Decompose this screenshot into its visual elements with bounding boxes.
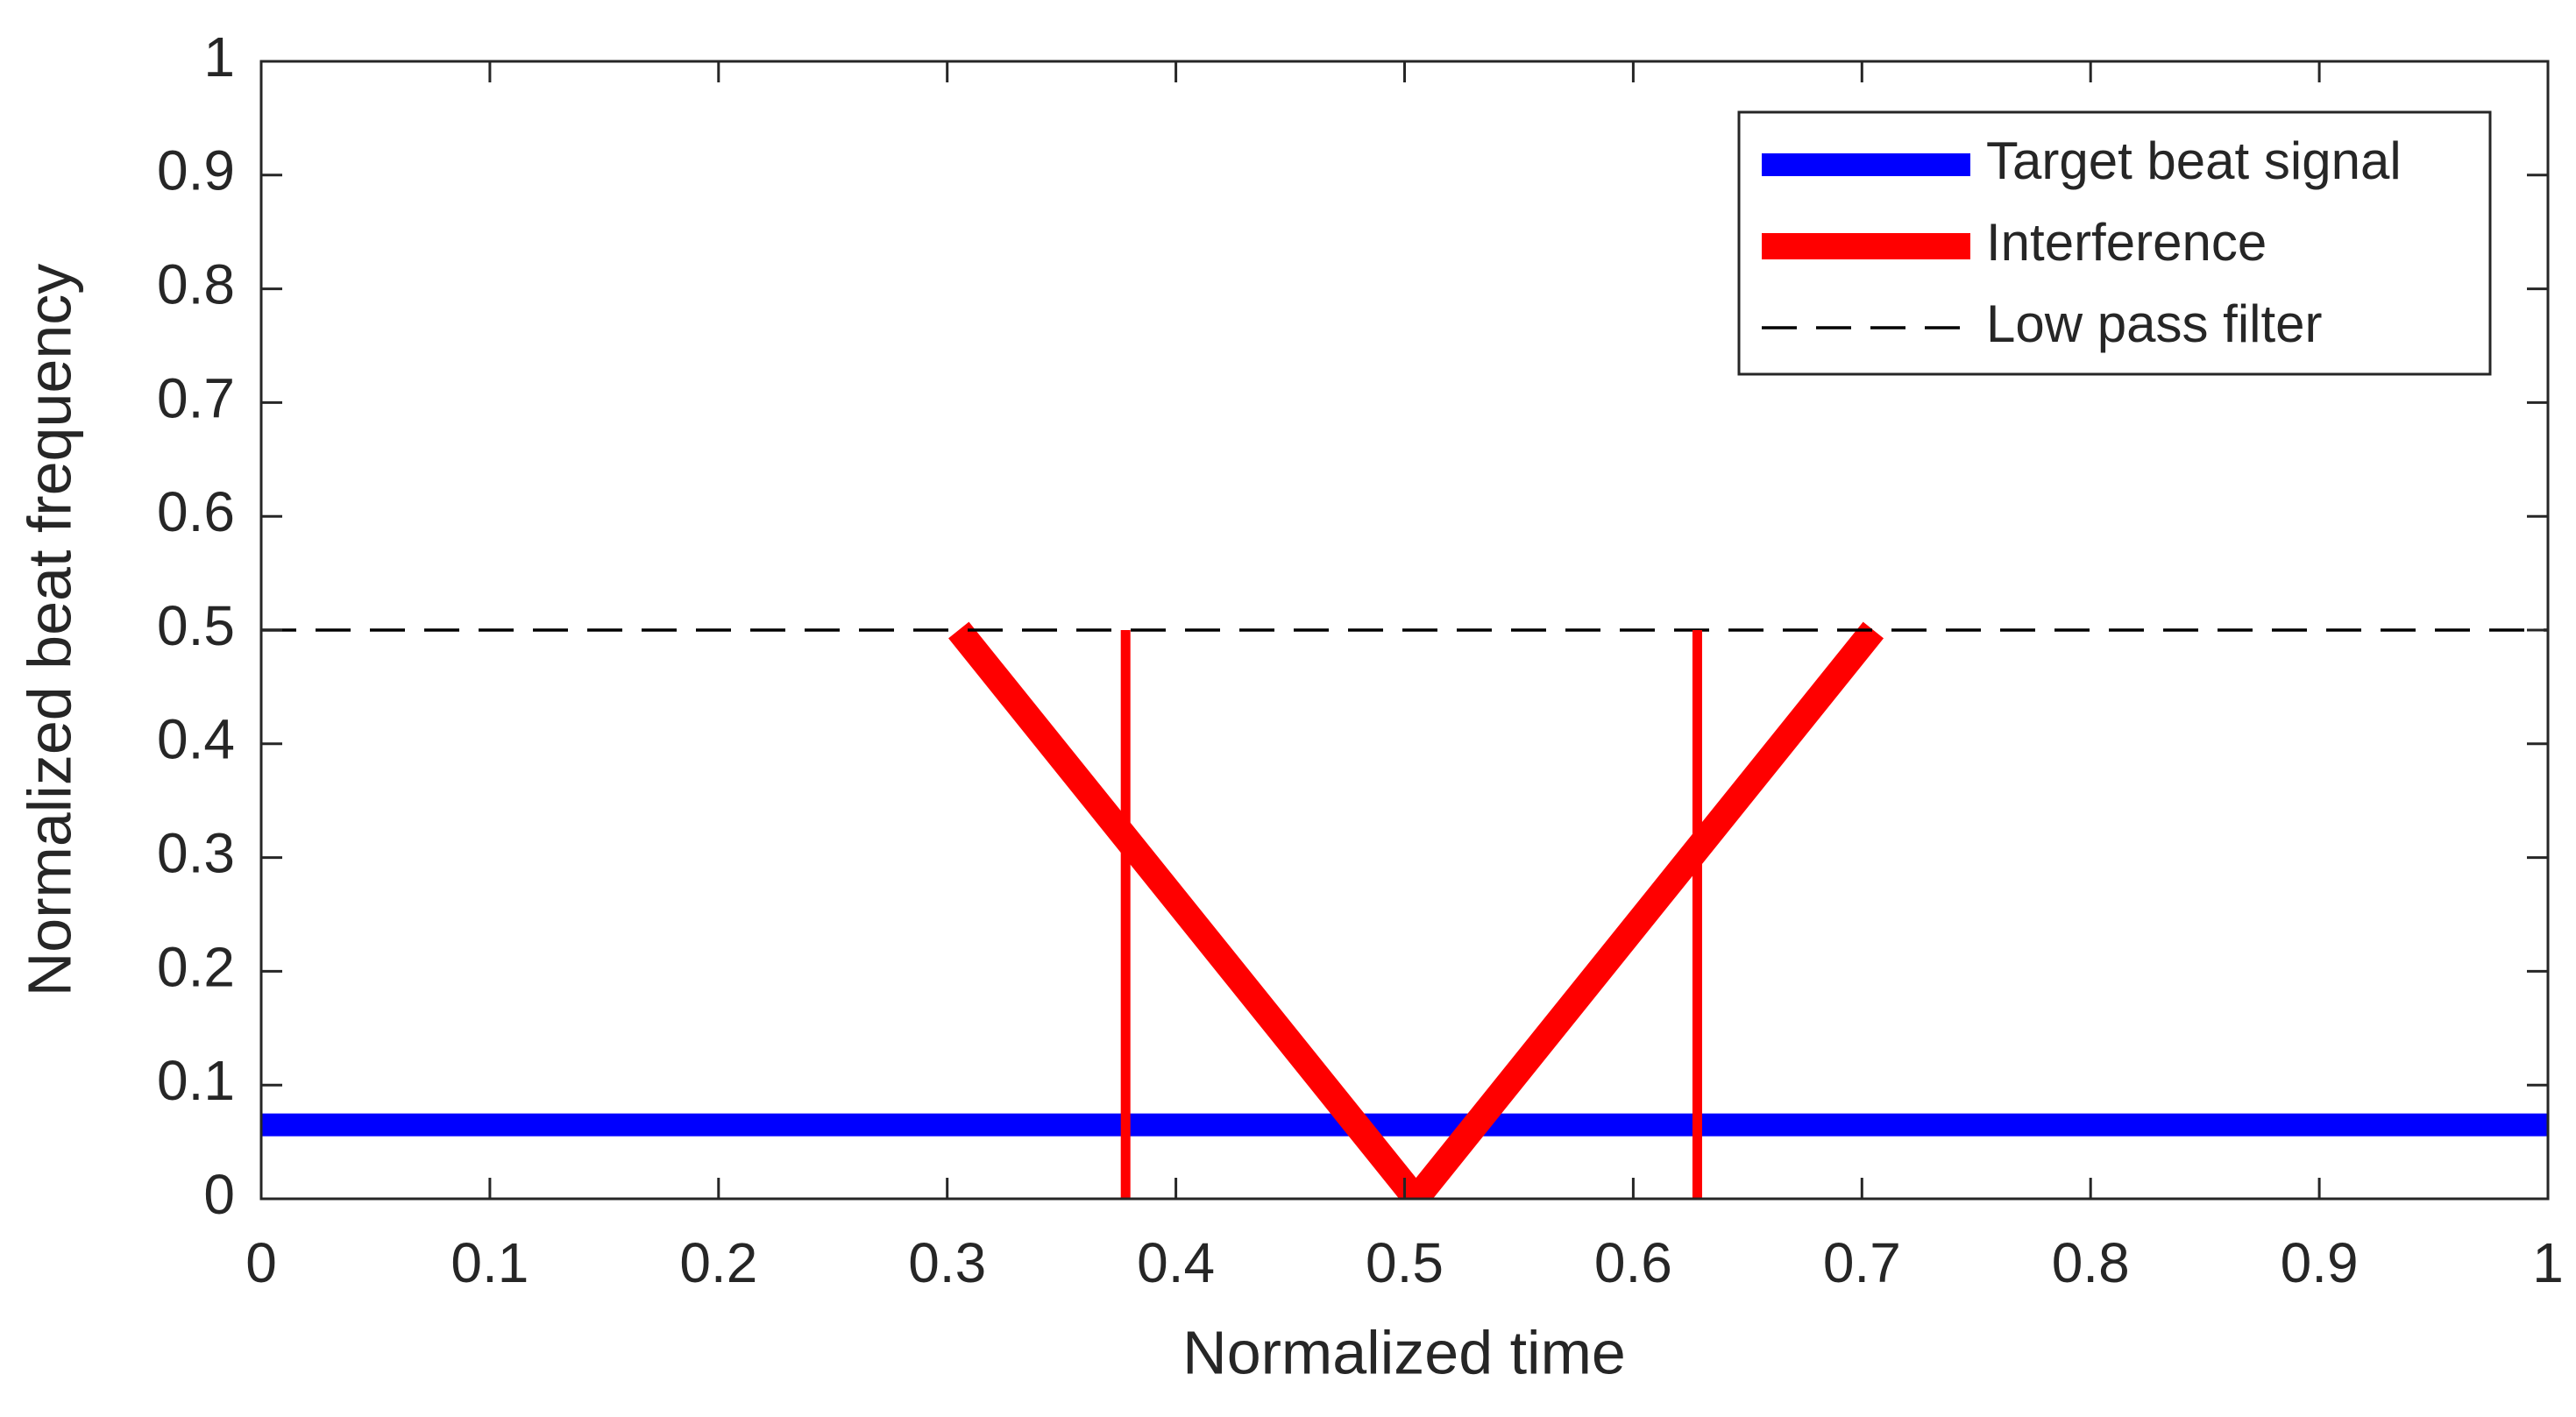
y-tick-label: 0.3 [157,822,235,885]
y-tick-label: 0.7 [157,366,235,429]
x-tick-label: 0.4 [1137,1231,1215,1294]
y-tick-label: 0.8 [157,253,235,316]
series-line [1120,630,1702,1199]
y-tick-label: 0.2 [157,935,235,998]
series-line [948,621,1884,1199]
legend-label: Low pass filter [1986,294,2323,353]
y-axis-label: Normalized beat frequency [15,264,83,997]
legend: Target beat signal Interference Low pass f… [1737,110,2492,376]
plot-area [261,621,2548,1199]
x-tick-label: 0.3 [908,1231,986,1294]
x-tick-label: 0.5 [1366,1231,1444,1294]
x-tick-label: 0.2 [679,1231,757,1294]
y-tick-label: 0.5 [157,594,235,657]
x-tick-label: 0.1 [451,1231,529,1294]
y-tick-label: 0.9 [157,139,235,202]
y-tick-label: 0 [203,1163,235,1226]
x-tick-label: 0.6 [1594,1231,1672,1294]
y-tick-label: 0.6 [157,480,235,543]
legend-label: Interference [1986,213,2267,272]
x-tick-label: 0 [245,1231,277,1294]
x-tick-label: 0.9 [2281,1231,2359,1294]
y-tick-label: 1 [203,25,235,89]
x-tick-label: 0.7 [1823,1231,1901,1294]
x-tick-label: 1 [2532,1231,2564,1294]
x-tick-label: 0.8 [2052,1231,2130,1294]
legend-label: Target beat signal [1986,131,2402,190]
y-tick-label: 0.1 [157,1049,235,1112]
y-tick-label: 0.4 [157,708,235,771]
x-axis-label: Normalized time [1182,1318,1626,1386]
